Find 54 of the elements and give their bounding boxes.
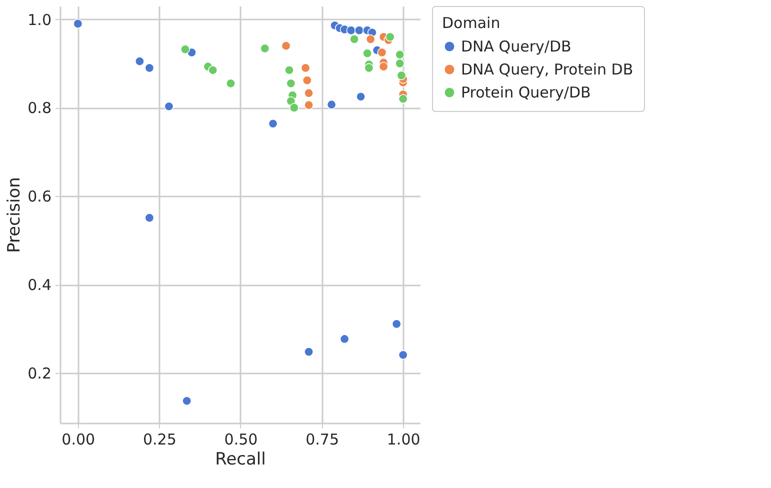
x-axis-title: Recall xyxy=(215,450,266,470)
point xyxy=(392,319,402,329)
y-tick-label: 1.0 xyxy=(28,10,52,29)
point xyxy=(385,32,395,42)
point xyxy=(300,63,310,73)
point xyxy=(302,76,312,86)
point xyxy=(304,100,314,110)
point xyxy=(208,65,218,75)
point xyxy=(304,347,314,357)
x-tick-label: 0.25 xyxy=(142,430,176,448)
point xyxy=(354,26,364,36)
point xyxy=(396,70,406,80)
x-tick-label: 0.50 xyxy=(224,430,258,448)
point xyxy=(226,78,236,88)
point xyxy=(364,63,374,73)
point xyxy=(395,50,405,60)
legend-label: DNA Query/DB xyxy=(461,38,572,56)
point xyxy=(268,118,278,128)
point xyxy=(134,56,144,66)
y-tick-label: 0.4 xyxy=(28,276,52,294)
y-tick-label: 0.2 xyxy=(28,364,52,383)
legend-label: DNA Query, Protein DB xyxy=(461,60,634,78)
point xyxy=(377,48,387,58)
point xyxy=(350,34,360,44)
point xyxy=(398,350,408,360)
point xyxy=(326,100,336,110)
point xyxy=(286,78,296,88)
x-tick-label: 0.00 xyxy=(62,430,96,448)
x-tick-label: 0.75 xyxy=(306,430,339,448)
point xyxy=(356,92,366,102)
point xyxy=(346,26,356,36)
point xyxy=(304,88,314,98)
y-axis-title: Precision xyxy=(4,177,25,253)
y-tick-label: 0.6 xyxy=(28,188,52,206)
point xyxy=(366,34,376,44)
point xyxy=(398,94,408,104)
legend-label: Protein Query/DB xyxy=(461,84,591,102)
point xyxy=(289,102,299,112)
point xyxy=(281,41,291,51)
point xyxy=(73,18,83,28)
y-tick-label: 0.8 xyxy=(28,99,52,118)
point xyxy=(182,396,192,406)
x-tick-label: 1.00 xyxy=(386,430,420,448)
point xyxy=(395,58,405,68)
point xyxy=(340,334,350,344)
point xyxy=(180,44,190,54)
point xyxy=(378,62,388,72)
point xyxy=(284,65,294,75)
point xyxy=(144,213,154,223)
legend-title: Domain xyxy=(442,14,500,32)
point xyxy=(144,63,154,73)
point xyxy=(260,44,270,54)
point xyxy=(362,48,372,58)
point xyxy=(164,102,174,112)
